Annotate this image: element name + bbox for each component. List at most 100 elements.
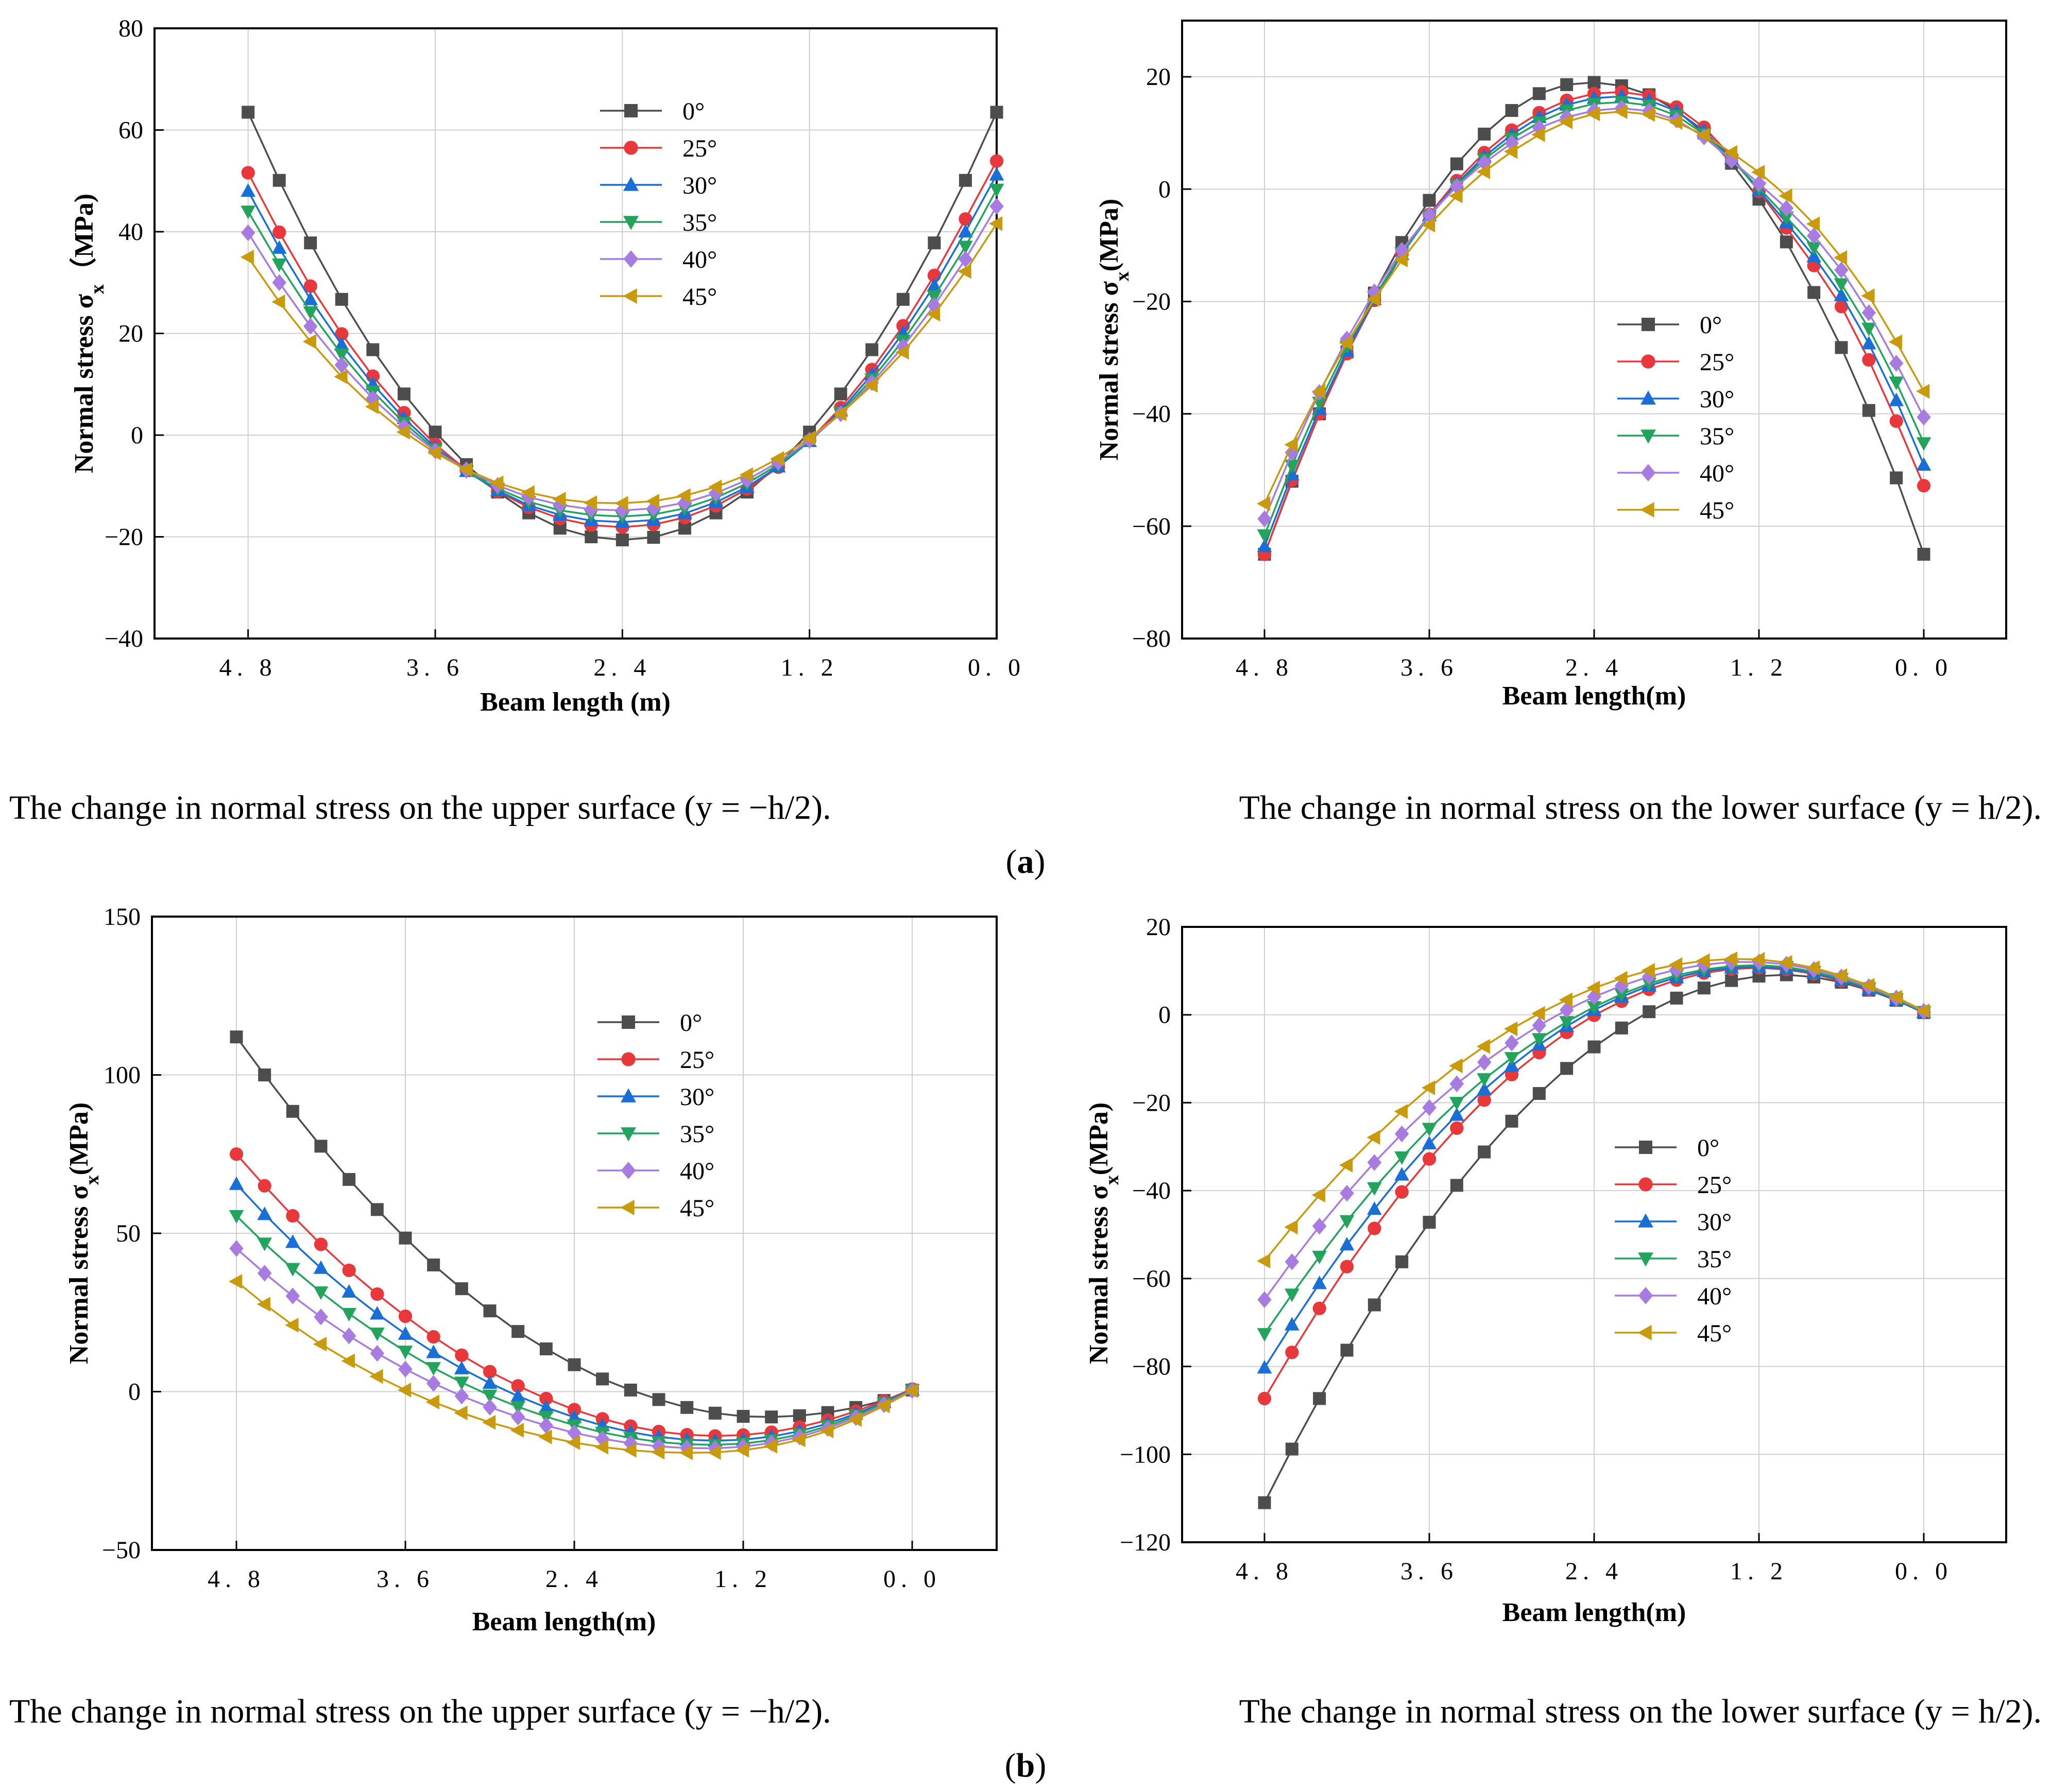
legend-marker <box>1640 429 1656 444</box>
data-point <box>1339 1215 1355 1229</box>
data-point <box>1560 78 1574 91</box>
data-point <box>1422 1080 1435 1095</box>
data-point <box>848 1412 862 1427</box>
legend-label: 35° <box>680 1121 714 1148</box>
legend-label: 40° <box>1700 460 1734 487</box>
legend-label: 0° <box>682 98 705 125</box>
data-point <box>454 1360 469 1374</box>
data-point <box>511 1379 525 1393</box>
data-point <box>1643 1005 1656 1019</box>
data-point <box>426 1362 441 1376</box>
data-point <box>398 1360 413 1378</box>
y-tick-label: −20 <box>105 524 143 551</box>
legend-label: 25° <box>680 1046 714 1074</box>
data-point <box>1312 1276 1327 1289</box>
legend-label: 0° <box>680 1009 702 1037</box>
data-point <box>1340 1260 1354 1273</box>
y-tick-label: −20 <box>1132 1089 1171 1116</box>
data-point <box>1505 104 1518 117</box>
data-point <box>896 292 910 306</box>
data-point <box>1394 1104 1408 1119</box>
data-point <box>398 1326 413 1340</box>
data-point <box>614 495 628 511</box>
legend-marker <box>623 216 639 230</box>
data-point <box>1531 127 1545 142</box>
y-tick-label: −40 <box>1132 401 1171 428</box>
data-point <box>455 1282 468 1296</box>
data-point <box>864 377 878 393</box>
data-point <box>1340 1343 1354 1357</box>
data-point <box>1861 322 1876 336</box>
data-point <box>1449 1075 1464 1092</box>
data-point <box>1395 1255 1409 1268</box>
data-point <box>365 399 379 415</box>
data-point <box>1477 1081 1492 1096</box>
data-point <box>1394 1125 1409 1143</box>
data-point <box>834 387 847 401</box>
data-point <box>258 1069 271 1081</box>
y-tick-label: −100 <box>1120 1441 1171 1468</box>
y-tick-label: 0 <box>128 1379 141 1406</box>
legend-marker <box>624 104 638 117</box>
data-point <box>334 337 349 351</box>
data-point <box>958 264 971 279</box>
data-point <box>801 430 815 446</box>
data-point <box>1477 1054 1492 1071</box>
data-point <box>552 492 566 507</box>
data-point <box>427 1259 440 1271</box>
data-point <box>370 1287 384 1301</box>
data-point <box>1889 376 1904 390</box>
y-tick-label: 100 <box>104 1062 141 1089</box>
data-point <box>510 1408 525 1425</box>
data-point <box>1807 286 1821 299</box>
data-point <box>679 1445 693 1460</box>
data-point <box>1285 1253 1300 1270</box>
data-point <box>1478 127 1491 141</box>
data-point <box>1559 1016 1575 1030</box>
data-point <box>230 1030 243 1044</box>
y-tick-label: −40 <box>1132 1177 1171 1204</box>
x-tick-label: 3. 6 <box>1400 654 1458 681</box>
chart-b-lower-surface: 4. 8 3. 6 2. 4 1. 2 0. 0 −120 −100 −80 −60 −40 −20… <box>1084 914 2007 1627</box>
data-point <box>304 236 317 250</box>
data-point <box>927 278 942 291</box>
data-point <box>241 166 255 180</box>
x-tick-label: 2. 4 <box>545 1565 603 1593</box>
data-point <box>1504 1021 1518 1037</box>
y-tick-label: −120 <box>1120 1529 1171 1556</box>
data-point <box>1505 1114 1518 1128</box>
data-point <box>334 348 349 362</box>
data-point <box>1696 953 1710 969</box>
data-point <box>1257 496 1271 511</box>
data-point <box>398 1346 413 1359</box>
data-point <box>1890 471 1903 485</box>
data-point <box>928 236 941 250</box>
data-point <box>1257 1391 1272 1406</box>
legend-label: 40° <box>682 246 717 273</box>
data-point <box>510 1401 526 1415</box>
x-tick-label: 4. 8 <box>208 1565 265 1593</box>
data-point <box>707 1445 721 1460</box>
legend-marker <box>1638 1177 1653 1192</box>
data-point <box>1478 1145 1491 1159</box>
data-point <box>1394 1151 1410 1165</box>
data-point <box>1422 1135 1437 1150</box>
data-point <box>708 479 722 495</box>
data-point <box>482 1389 498 1403</box>
data-point <box>1751 165 1765 180</box>
data-point <box>677 488 691 503</box>
legend-marker <box>621 1052 636 1066</box>
legend-label: 0° <box>1697 1134 1719 1162</box>
data-point <box>271 258 287 272</box>
data-point <box>1394 252 1408 268</box>
data-point <box>1311 384 1325 399</box>
y-tick-label: 60 <box>118 117 143 144</box>
x-tick-label: 3. 6 <box>1400 1558 1458 1585</box>
x-tick-label: 4. 8 <box>219 654 277 681</box>
data-point <box>958 224 973 238</box>
legend-marker <box>1640 390 1656 405</box>
x-tick-label: 0. 0 <box>968 654 1026 681</box>
data-point <box>1916 457 1932 471</box>
data-point <box>314 1237 328 1251</box>
x-tick-label: 1. 2 <box>1730 1558 1788 1585</box>
